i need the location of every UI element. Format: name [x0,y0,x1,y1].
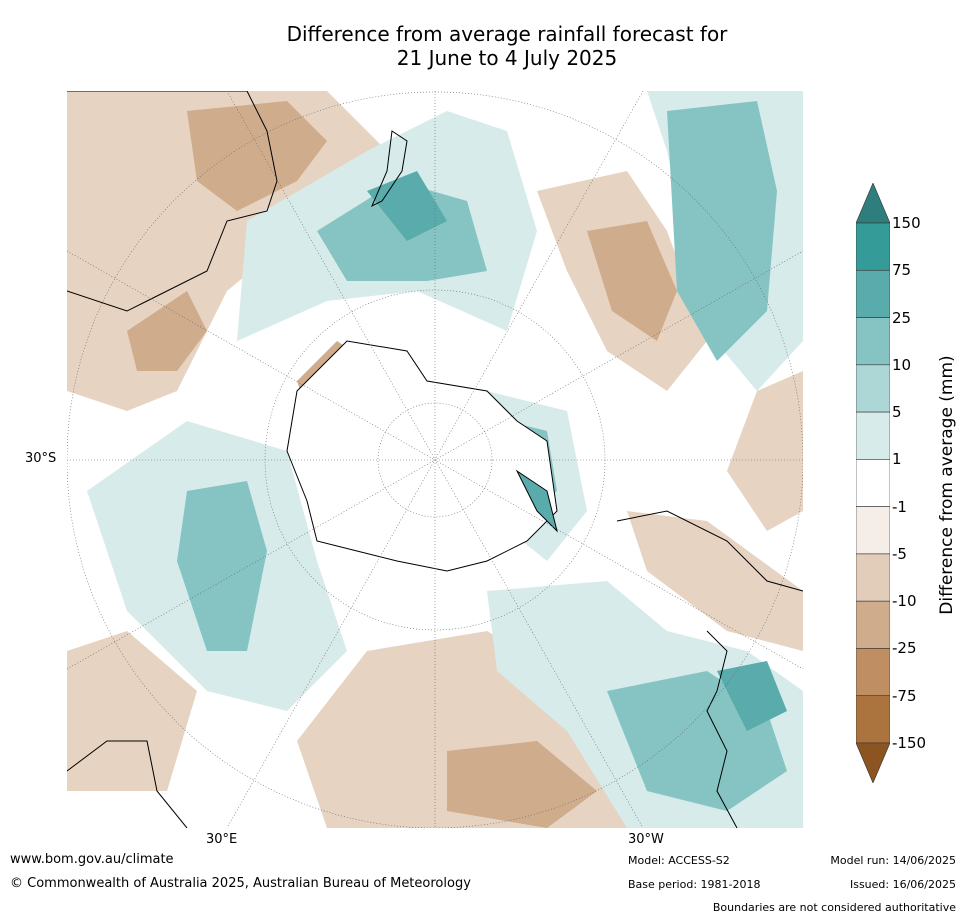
colorbar-cell [856,364,890,413]
colorbar-extend-top [856,183,890,224]
website-link[interactable]: www.bom.gov.au/climate [10,852,174,867]
title-line-2: 21 June to 4 July 2025 [396,46,618,70]
colorbar [856,183,890,783]
colorbar-cell [856,600,890,649]
australia-coastline [67,91,278,312]
colorbar-cell [856,695,890,744]
lon-label-30w: 30°W [628,832,664,847]
colorbar-title: Difference from average (mm) [937,355,957,615]
colorbar-cell [856,648,890,697]
lon-label-30e: 30°E [206,832,238,847]
copyright-text: © Commonwealth of Australia 2025, Austra… [10,876,471,891]
south-america-coastline [616,510,803,828]
colorbar-tick-label: 25 [892,308,912,327]
colorbar-cell [856,269,890,318]
colorbar-tick-label: -10 [892,592,917,611]
graticule [67,91,803,828]
title-line-1: Difference from average rainfall forecas… [286,22,728,46]
antarctica-outline [286,340,558,572]
colorbar-extend-bottom [856,742,890,783]
colorbar-cell [856,553,890,602]
rainfall-anomaly-map [67,91,803,828]
colorbar-cell [856,411,890,460]
antarctic-peninsula [515,469,558,533]
lat-label-30s: 30°S [25,451,57,466]
colorbar-cell [856,506,890,555]
base-period-text: Base period: 1981-2018 [628,878,761,891]
colorbar-cell [856,459,890,507]
very-strong-wet-anomaly-regions [367,171,787,731]
model-run-text: Model run: 14/06/2025 [830,854,956,867]
colorbar-cell [856,222,890,271]
issued-text: Issued: 16/06/2025 [849,878,956,891]
colorbar-tick-label: 75 [892,261,912,280]
disclaimer-text: Boundaries are not considered authoritat… [712,901,956,914]
colorbar-tick-label: -1 [892,497,907,516]
colorbar-tick-label: -25 [892,639,917,658]
colorbar-tick-label: 1 [892,450,902,469]
colorbar-tick-label: 10 [892,355,912,374]
colorbar-cell [856,317,890,366]
model-text: Model: ACCESS-S2 [628,854,730,867]
africa-coastline [67,740,188,828]
chart-title: Difference from average rainfall forecas… [0,22,965,70]
colorbar-tick-label: 5 [892,403,902,422]
colorbar-tick-label: 150 [892,214,921,232]
new-zealand-coastline [371,130,408,208]
colorbar-tick-label: -5 [892,544,907,563]
colorbar-tick-label: -75 [892,686,917,705]
colorbar-tick-label: -150 [892,734,927,752]
